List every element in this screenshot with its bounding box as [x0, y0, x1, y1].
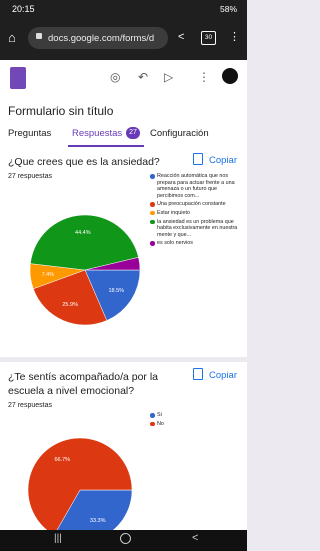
legend-swatch: [150, 211, 155, 216]
tab-badge: 27: [126, 127, 140, 139]
legend-swatch: [150, 422, 155, 427]
legend-label: Reacción automática que nos prepara para…: [157, 173, 235, 199]
legend-item: No: [150, 421, 238, 428]
legend-item: Reacción automática que nos prepara para…: [150, 173, 238, 199]
legend-label: Una preocupación constante: [157, 201, 226, 207]
avatar[interactable]: [222, 68, 238, 84]
battery: 58%: [220, 4, 237, 14]
back-button[interactable]: <: [192, 532, 198, 544]
tab[interactable]: Configuración: [150, 128, 209, 139]
response-count: 27 respuestas: [8, 173, 52, 180]
tab[interactable]: Respuestas: [72, 128, 122, 139]
copy-button[interactable]: Copiar: [193, 153, 237, 166]
legend-swatch: [150, 241, 155, 246]
legend-item: Estar inquieto: [150, 210, 238, 217]
question-title: ¿Que crees que es la ansiedad?: [8, 155, 178, 169]
legend: Reacción automática que nos prepara para…: [150, 173, 238, 249]
slice-label: 66.7%: [54, 457, 70, 463]
legend-label: Estar inquieto: [157, 210, 190, 216]
slice-label: 33.3%: [90, 518, 106, 524]
undo-icon[interactable]: ↶: [138, 70, 148, 84]
legend-item: la ansiedad es un problema que habita ex…: [150, 219, 238, 239]
legend-swatch: [150, 413, 155, 418]
forms-icon: [10, 67, 26, 89]
menu-button[interactable]: ⋮: [229, 30, 240, 43]
copy-button[interactable]: Copiar: [193, 368, 237, 381]
legend-label: la ansiedad es un problema que habita ex…: [157, 219, 237, 238]
legend-item: Una preocupación constante: [150, 201, 238, 208]
legend-label: Si: [157, 412, 162, 418]
legend-item: es solo nervios: [150, 240, 238, 247]
question-card: ¿Te sentís acompañado/a por la escuela a…: [0, 362, 247, 532]
pie-chart: 18.5% 25.9% 7.4% 44.4%: [0, 187, 150, 357]
legend-item: Si: [150, 412, 238, 419]
share-button[interactable]: <: [178, 31, 184, 43]
lock-icon: [36, 33, 42, 39]
slice-label: 25.9%: [62, 302, 78, 308]
screen: 20:15 58% ⌂ docs.google.com/forms/d < 30…: [0, 0, 247, 551]
legend-swatch: [150, 202, 155, 207]
form-title: Formulario sin título: [8, 104, 113, 118]
legend-label: No: [157, 421, 164, 427]
recents-button[interactable]: |||: [54, 533, 62, 544]
question-title: ¿Te sentís acompañado/a por la escuela a…: [8, 370, 178, 398]
pie-chart: 33.3% 66.7%: [0, 412, 150, 532]
clock: 20:15: [12, 4, 35, 14]
home-nav-button[interactable]: [120, 533, 131, 544]
legend: Si No: [150, 412, 238, 429]
legend-swatch: [150, 220, 155, 225]
tab[interactable]: Preguntas: [8, 128, 51, 139]
send-icon[interactable]: ▷: [164, 70, 173, 84]
response-count: 27 respuestas: [8, 402, 52, 409]
slice-label: 44.4%: [75, 230, 91, 236]
home-button[interactable]: ⌂: [8, 30, 16, 45]
url: docs.google.com/forms/d: [48, 33, 154, 44]
slice-label: 7.4%: [42, 272, 55, 278]
palette-icon[interactable]: ◎: [110, 70, 120, 84]
tab-count[interactable]: 30: [201, 31, 216, 45]
legend-label: es solo nervios: [157, 240, 193, 246]
legend-swatch: [150, 174, 155, 179]
slice-label: 18.5%: [108, 288, 124, 294]
more-icon[interactable]: ⋮: [198, 70, 210, 84]
question-card: ¿Que crees que es la ansiedad? Copiar 27…: [0, 147, 247, 357]
